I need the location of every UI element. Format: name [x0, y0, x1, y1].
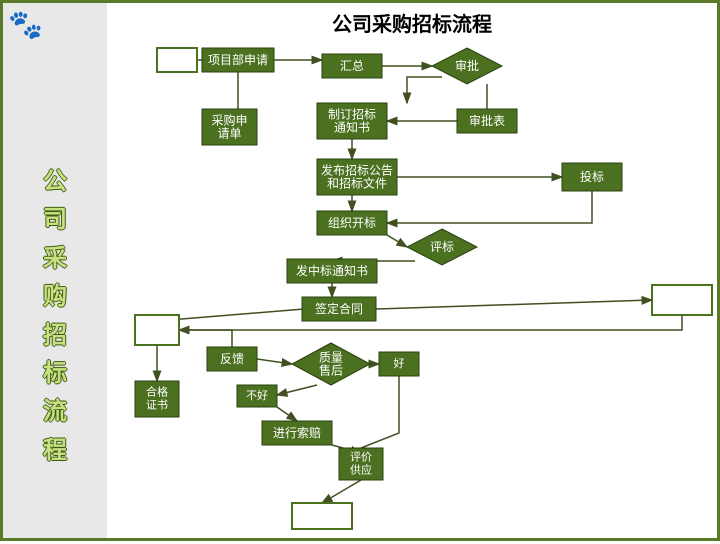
svg-text:合格: 合格 — [146, 385, 168, 399]
slide-frame: 🐾 公司采购招标流程 公司采购招标流程 开始 项目部申请采购申请单 汇总 审批审批表 制… — [0, 0, 720, 541]
svg-text:签定合同: 签定合同 — [315, 301, 363, 316]
svg-text:售后: 售后 — [319, 363, 343, 378]
svg-text:付款: 付款 — [670, 293, 694, 307]
svg-text:组织开标: 组织开标 — [328, 216, 376, 230]
svg-text:项目部申请: 项目部申请 — [208, 52, 268, 67]
svg-text:汇总: 汇总 — [340, 59, 364, 73]
svg-text:好: 好 — [394, 356, 405, 370]
sidebar-title: 公司采购招标流程 — [3, 163, 107, 470]
sidebar: 🐾 公司采购招标流程 — [3, 3, 107, 538]
svg-text:和招标文件: 和招标文件 — [327, 176, 387, 191]
svg-text:发中标通知书: 发中标通知书 — [296, 263, 368, 278]
svg-text:采购申: 采购申 — [211, 113, 247, 128]
svg-text:供应: 供应 — [350, 463, 372, 477]
svg-text:证书: 证书 — [146, 399, 168, 412]
svg-text:请单: 请单 — [217, 127, 241, 141]
svg-text:通知书: 通知书 — [334, 121, 370, 135]
flowchart-svg: 开始 项目部申请采购申请单 汇总 审批审批表 制订招标通知书发布招标公告和招标文件 投标组… — [107, 3, 720, 544]
svg-text:评价: 评价 — [350, 451, 372, 464]
svg-text:进行索赔: 进行索赔 — [273, 425, 321, 440]
svg-text:发布招标公告: 发布招标公告 — [321, 163, 393, 178]
svg-text:制订招标: 制订招标 — [328, 108, 376, 122]
svg-text:审批: 审批 — [455, 58, 479, 73]
svg-text:投标: 投标 — [580, 169, 604, 184]
svg-text:评标: 评标 — [430, 240, 454, 254]
svg-text:质量: 质量 — [319, 351, 343, 365]
svg-text:反馈: 反馈 — [220, 352, 244, 366]
paw-icon: 🐾 — [8, 8, 39, 41]
svg-text:收货: 收货 — [146, 322, 168, 336]
main-area: 公司采购招标流程 开始项目部申请采购申请单汇总审批审批表制订招标通知书发布招标公… — [107, 3, 717, 538]
svg-text:结束: 结束 — [310, 509, 334, 523]
svg-text:审批表: 审批表 — [469, 113, 505, 128]
svg-text:开始: 开始 — [166, 52, 188, 66]
svg-text:不好: 不好 — [246, 388, 268, 402]
